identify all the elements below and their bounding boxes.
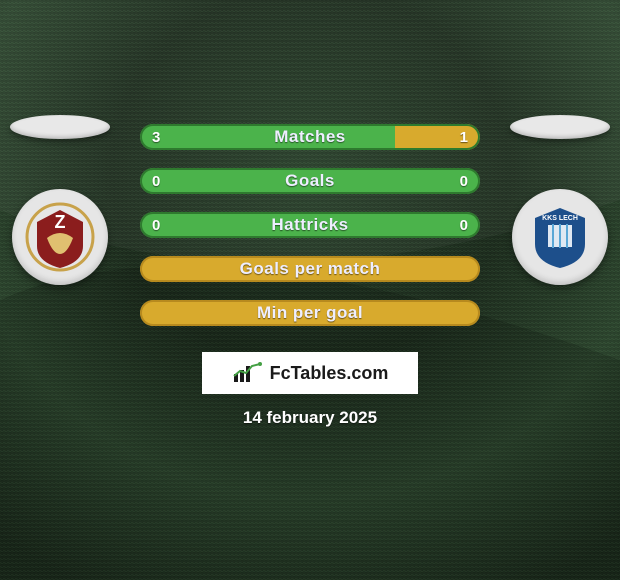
team-b-rail: KKS LECH [510, 115, 610, 395]
stat-label: Goals per match [140, 256, 480, 282]
brand-watermark: FcTables.com [202, 352, 418, 394]
stat-row: 31Matches [140, 124, 480, 150]
stat-row: 00Hattricks [140, 212, 480, 238]
stat-bars: 31Matches 00Goals 00Hattricks Goals per mat… [140, 124, 480, 326]
team-b-badge: KKS LECH [512, 189, 608, 285]
svg-text:KKS LECH: KKS LECH [542, 215, 578, 222]
stat-row: Goals per match [140, 256, 480, 282]
stat-label: Goals [140, 168, 480, 194]
player-a-photo-placeholder [10, 115, 110, 139]
date-label: 14 february 2025 [0, 408, 620, 428]
stat-row: Min per goal [140, 300, 480, 326]
stat-label: Hattricks [140, 212, 480, 238]
team-a-rail: Z [10, 115, 110, 395]
stat-row: 00Goals [140, 168, 480, 194]
stat-label: Min per goal [140, 300, 480, 326]
stat-label: Matches [140, 124, 480, 150]
svg-text:Z: Z [55, 212, 66, 232]
team-a-badge: Z [12, 189, 108, 285]
brand-label: FcTables.com [270, 363, 389, 384]
brand-icon [232, 362, 264, 384]
player-b-photo-placeholder [510, 115, 610, 139]
